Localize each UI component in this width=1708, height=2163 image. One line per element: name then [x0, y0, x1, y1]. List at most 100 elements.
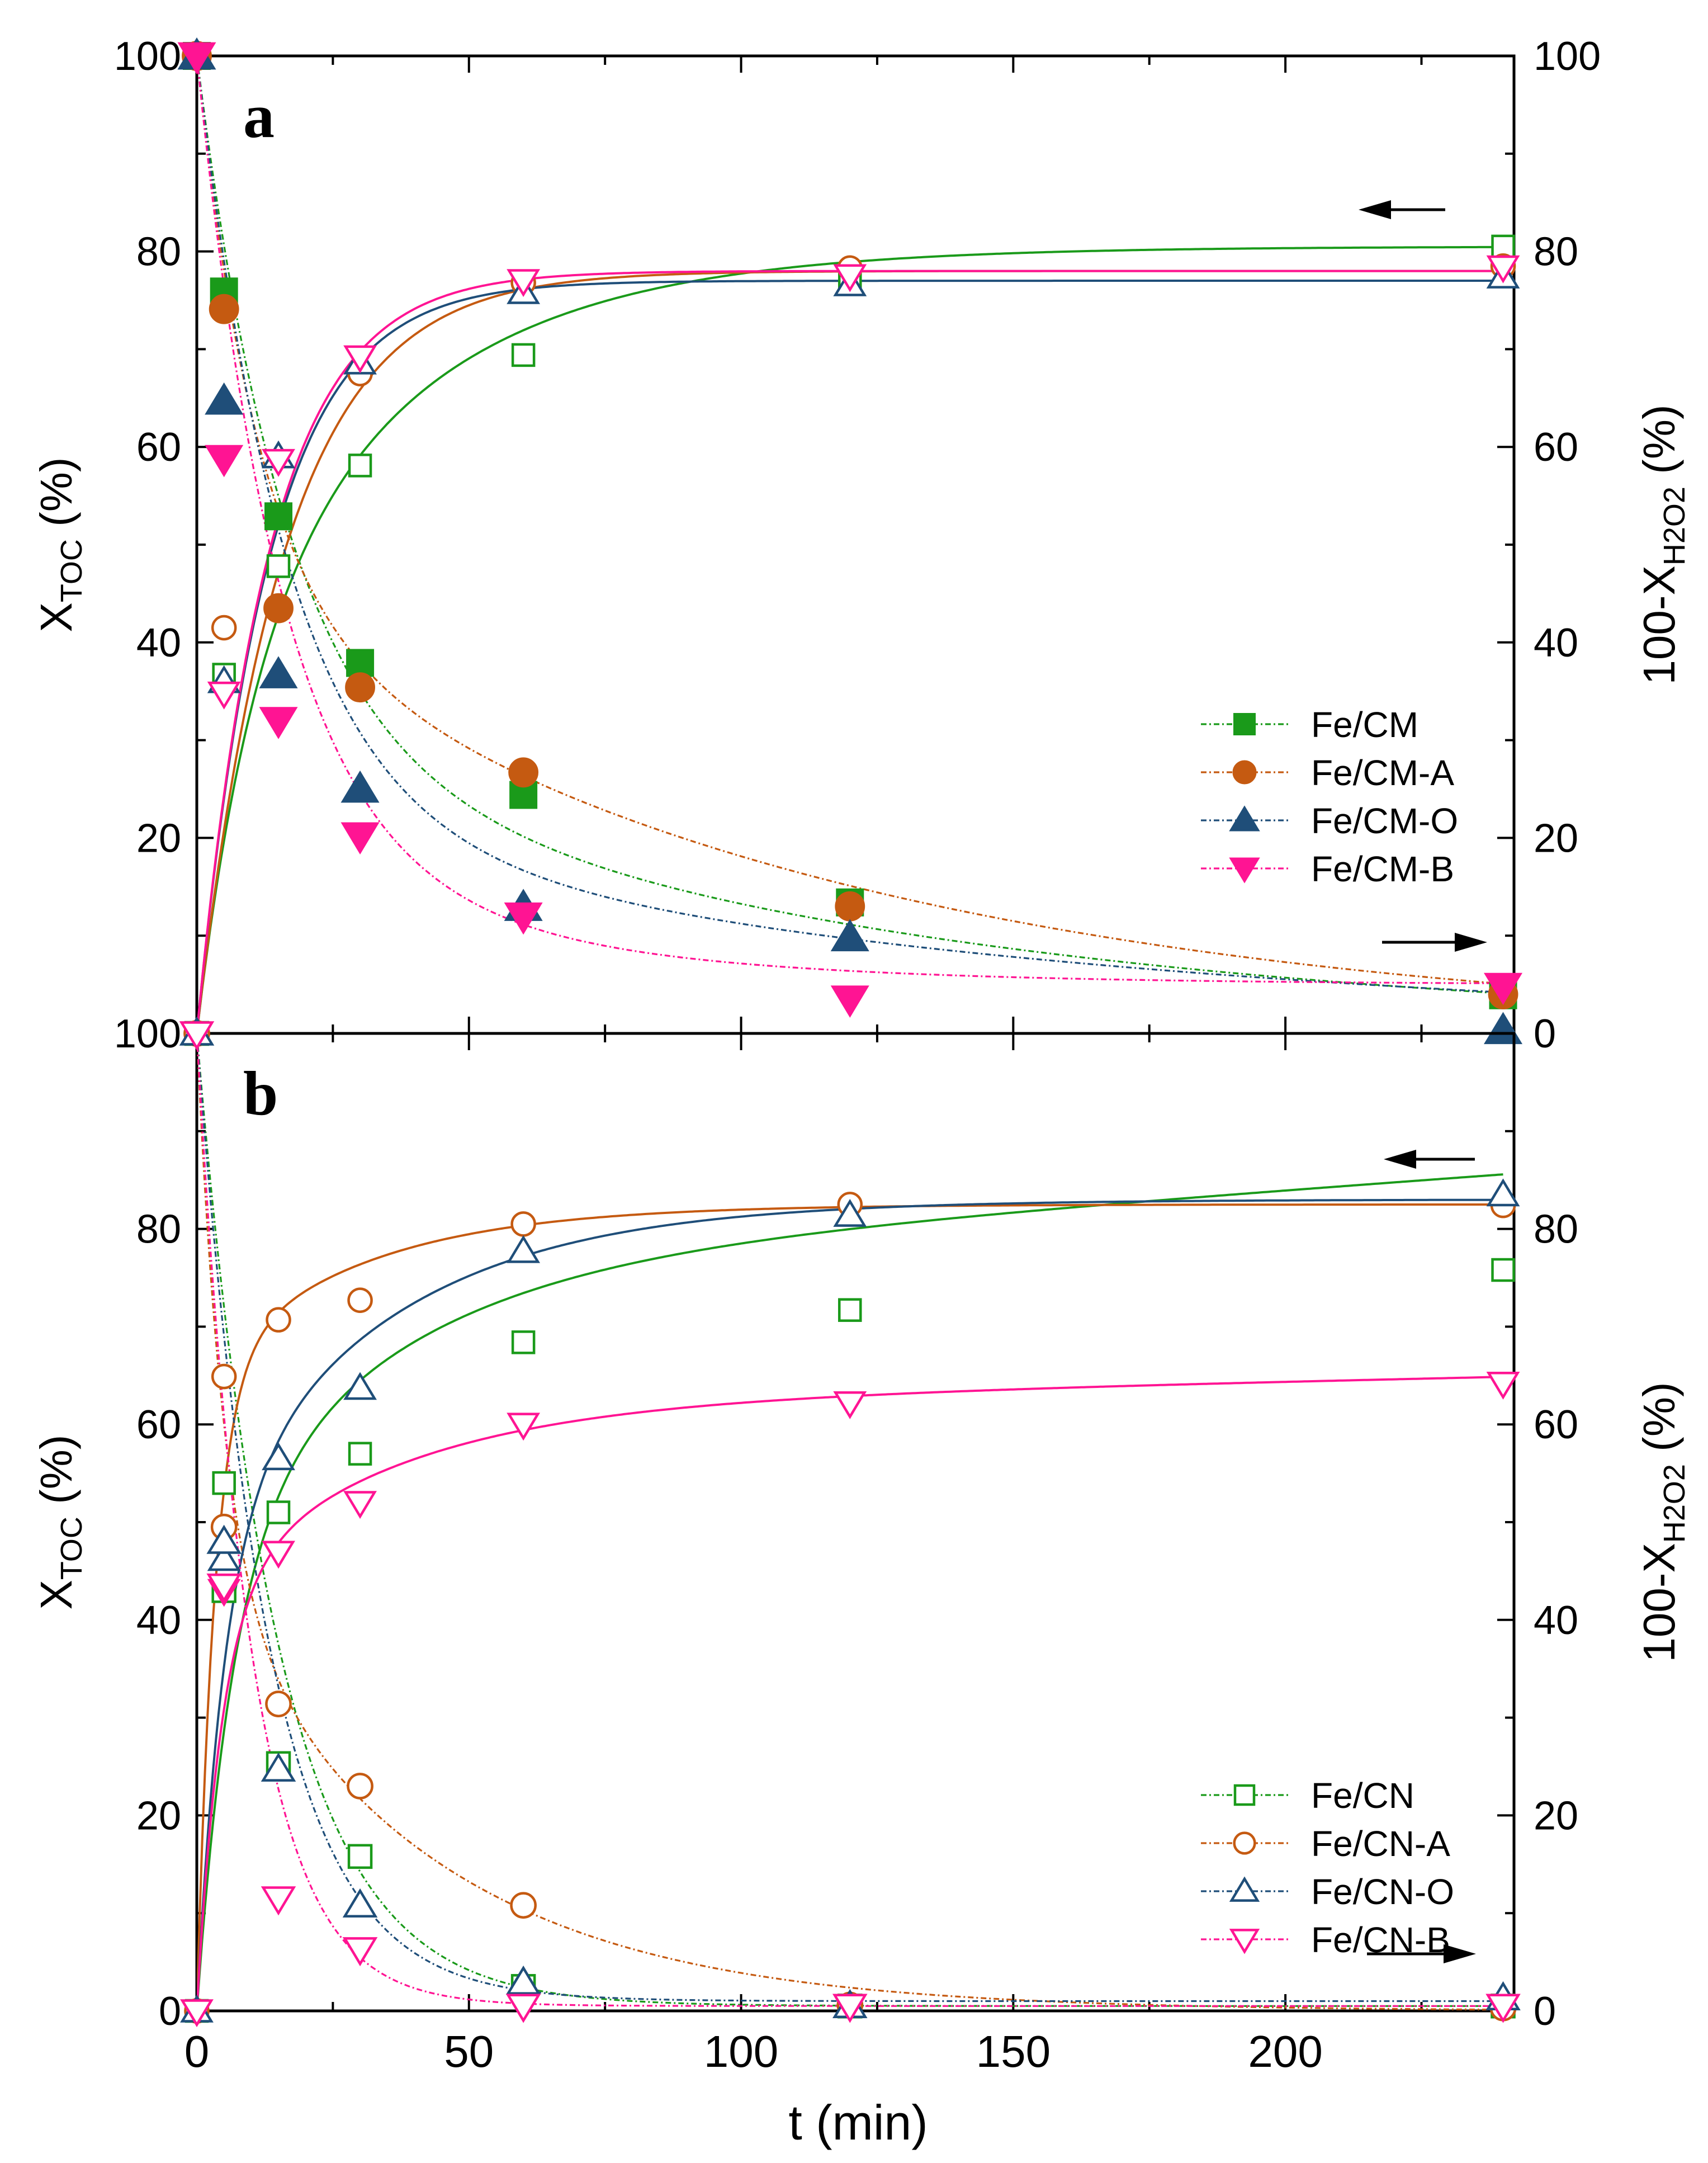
point-toc: [347, 1287, 373, 1313]
y-tick-label-right: 20: [1534, 1793, 1578, 1838]
point-toc: [207, 681, 241, 710]
point-toc: [833, 264, 867, 292]
y-axis-title-left-main: X: [31, 1580, 81, 1609]
legend-item: Fe/CN-B: [1201, 1920, 1450, 1960]
point-h2o2: [265, 1690, 292, 1717]
point-toc: [833, 1391, 867, 1419]
legend-marker: [1229, 805, 1260, 832]
point-h2o2: [1484, 1012, 1523, 1045]
point-h2o2: [179, 1021, 215, 1051]
x-ticks: [196, 1033, 1423, 2011]
fit-curves: [197, 1033, 1503, 2011]
point-toc: [507, 1235, 541, 1263]
point-toc: [511, 1330, 536, 1354]
point-h2o2: [830, 985, 869, 1018]
y-tick-label-right: 60: [1534, 425, 1578, 470]
point-toc: [510, 1211, 536, 1237]
point-h2o2: [1484, 972, 1523, 1005]
legend-item: Fe/CM-O: [1201, 801, 1458, 841]
point-h2o2: [259, 707, 298, 739]
plot-frame: [195, 1032, 1516, 2013]
y-axis-title-left: XTOC (%): [31, 1434, 88, 1609]
y-tick-label-left: 60: [136, 425, 181, 470]
fit-curve-h2o2-fe-cm-b: [197, 56, 1503, 984]
legend-label: Fe/CN-O: [1311, 1872, 1454, 1912]
point-h2o2: [205, 382, 244, 415]
point-h2o2: [510, 1892, 537, 1919]
arrow-left-axis-head: [1359, 200, 1391, 219]
point-h2o2: [830, 919, 869, 952]
legend-item: Fe/CM-B: [1201, 849, 1454, 889]
point-h2o2: [347, 1773, 373, 1800]
point-h2o2: [342, 1888, 378, 1918]
legend-item: Fe/CN-A: [1201, 1824, 1450, 1864]
y-ticks: [197, 1032, 1514, 2012]
point-h2o2: [835, 891, 865, 922]
arrow-right-axis-head: [1444, 1944, 1476, 1963]
point-h2o2: [340, 770, 380, 803]
y-tick-label-left: 100: [114, 1012, 181, 1056]
legend-item: Fe/CN: [1201, 1775, 1414, 1816]
y-tick-label-left: 80: [136, 1207, 181, 1252]
point-h2o2: [206, 1524, 242, 1554]
point-toc: [207, 1543, 241, 1571]
legend-label: Fe/CM-A: [1311, 753, 1454, 793]
y-tick-label-right: 40: [1534, 1598, 1578, 1643]
fit-curve-h2o2-fe-cn-a: [197, 1033, 1503, 2011]
x-tick-label: 100: [704, 2027, 778, 2076]
point-h2o2: [346, 649, 375, 677]
arrow-left-axis-head: [1384, 1150, 1416, 1169]
y-tick-label-right: 40: [1534, 621, 1578, 665]
y-tick-labels: 0 20 40 60 80 100 0 20 40 60 80: [114, 1012, 1578, 2034]
legend-label: Fe/CN-A: [1311, 1824, 1450, 1864]
x-tick-label: 150: [976, 2027, 1051, 2076]
x-tick-label: 50: [444, 2027, 494, 2076]
legend-label: Fe/CM-B: [1311, 849, 1454, 889]
point-toc: [838, 1298, 862, 1322]
y-tick-label-right: 80: [1534, 1207, 1578, 1252]
legend-marker: [1233, 1831, 1256, 1855]
legend-marker: [1229, 1929, 1260, 1954]
y-axis-title-right: 100-XH2O2 (%): [1634, 1382, 1691, 1662]
panel-label: b: [243, 1059, 278, 1128]
y-axis-title-right-main: 100-X: [1634, 1543, 1684, 1662]
panel-label: a: [243, 82, 275, 151]
point-toc: [833, 1199, 867, 1227]
y-axis-title-left-sub: TOC: [55, 1517, 88, 1580]
point-toc: [262, 1541, 295, 1569]
legend-marker: [1229, 1876, 1260, 1902]
point-toc: [266, 1307, 291, 1333]
y-axis-title-left-main: X: [31, 602, 81, 632]
fit-curve-h2o2-fe-cn-b: [197, 1033, 1503, 2007]
point-toc: [343, 1372, 377, 1400]
point-toc: [180, 1999, 214, 2028]
point-toc: [1491, 1258, 1515, 1282]
point-h2o2: [340, 822, 380, 855]
y-axis-title-right-sub: H2O2: [1658, 1464, 1691, 1543]
y-tick-label-left: 80: [136, 230, 181, 275]
point-h2o2: [342, 1937, 378, 1967]
point-h2o2: [206, 1573, 242, 1603]
point-toc: [211, 615, 237, 641]
data-markers: [179, 1016, 1521, 2028]
point-h2o2: [177, 42, 216, 75]
fit-curve-h2o2-fe-cm-a: [197, 56, 1503, 985]
point-toc: [507, 1413, 541, 1441]
y-axis-title-left: XTOC (%): [31, 457, 88, 632]
legend-label: Fe/CM-O: [1311, 801, 1458, 841]
y-tick-label-right: 0: [1534, 1012, 1556, 1056]
point-h2o2: [263, 593, 294, 624]
y-tick-label-right: 60: [1534, 1402, 1578, 1447]
point-toc: [1486, 1372, 1520, 1400]
point-toc: [211, 1363, 237, 1390]
point-h2o2: [347, 1844, 373, 1869]
point-h2o2: [205, 445, 244, 478]
y-tick-label-right: 100: [1534, 34, 1601, 79]
legend-label: Fe/CN-B: [1311, 1920, 1450, 1960]
point-toc: [348, 454, 372, 478]
fit-curve-toc-fe-cn: [197, 1173, 1503, 2011]
point-h2o2: [508, 757, 539, 788]
fit-curve-h2o2-fe-cm: [197, 56, 1503, 995]
